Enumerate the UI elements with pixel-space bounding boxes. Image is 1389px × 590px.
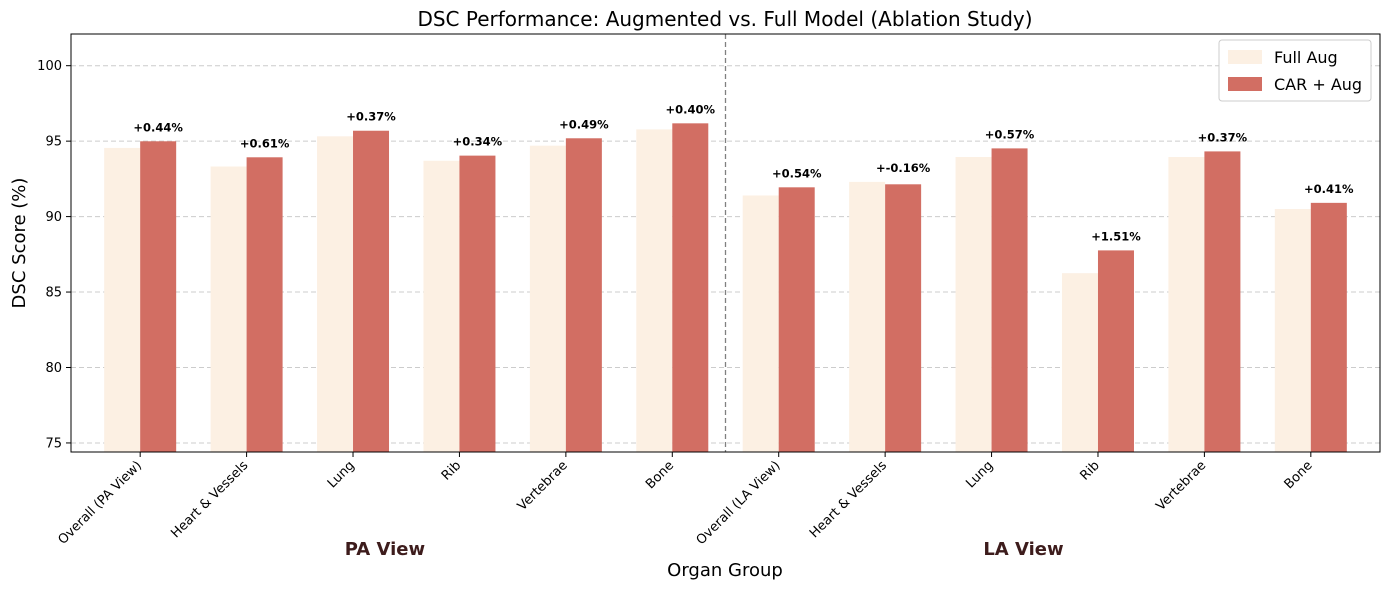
bar-full-aug: [1274, 209, 1311, 452]
bar-car-aug: [1097, 250, 1134, 452]
x-tick-label: Lung: [325, 458, 358, 491]
y-tick-label: 90: [45, 210, 62, 225]
x-tick-label: Overall (PA View): [55, 458, 145, 548]
bar-car-aug: [885, 184, 922, 452]
bar-annotation: +0.57%: [985, 127, 1035, 141]
y-tick-label: 95: [45, 135, 62, 150]
bar-annotation: +0.54%: [772, 166, 822, 180]
y-tick-label: 80: [45, 361, 62, 376]
bar-car-aug: [778, 187, 815, 453]
group-label: PA View: [345, 539, 425, 560]
bars: [104, 123, 1347, 453]
bar-annotation: +0.34%: [453, 135, 503, 149]
group-labels: PA View LA View: [345, 539, 1064, 560]
bar-annotation: +0.41%: [1304, 182, 1354, 196]
bar-car-aug: [246, 157, 283, 453]
x-tick-label: Rib: [1077, 458, 1102, 483]
x-tick-label: Vertebrae: [515, 458, 571, 514]
y-axis-label: DSC Score (%): [9, 178, 30, 309]
bar-annotation: +1.51%: [1091, 229, 1141, 243]
y-tick-label: 75: [45, 436, 62, 451]
bar-annotation: +0.49%: [559, 117, 609, 131]
bar-full-aug: [529, 145, 566, 452]
bar-annotation: +0.44%: [133, 120, 183, 134]
y-tick-label: 100: [37, 59, 62, 74]
bar-car-aug: [565, 138, 602, 452]
bar-annotations: +0.44% +0.61% +0.37% +0.34% +0.49% +0.40% +0.5…: [133, 102, 1354, 243]
bar-annotation: +0.37%: [1198, 130, 1248, 144]
plot-frame: [70, 33, 1381, 453]
bar-full-aug: [1061, 273, 1098, 452]
x-tick-label: Heart & Vessels: [168, 458, 251, 541]
bar-full-aug: [104, 147, 141, 453]
x-tick-label: Overall (LA View): [694, 458, 784, 548]
bar-annotation: +-0.16%: [876, 161, 931, 175]
bar-car-aug: [353, 130, 390, 452]
x-tick-label: Bone: [643, 458, 677, 492]
bar-full-aug: [210, 166, 247, 452]
bar-annotation: +0.40%: [666, 102, 716, 116]
bar-full-aug: [849, 181, 886, 453]
x-tick-label: Bone: [1282, 458, 1316, 492]
x-tick-label: Lung: [963, 458, 996, 491]
bar-car-aug: [140, 141, 177, 453]
y-axis: 75 80 85 90 95 100: [37, 59, 71, 451]
bar-car-aug: [991, 148, 1028, 453]
bar-full-aug: [955, 156, 992, 452]
bar-full-aug: [423, 160, 460, 452]
x-tick-label: Rib: [439, 458, 464, 483]
bar-annotation: +0.37%: [346, 110, 396, 124]
grid: [71, 65, 1380, 444]
bar-full-aug: [317, 136, 354, 452]
bar-car-aug: [1310, 202, 1347, 452]
x-axis-label: Organ Group: [667, 560, 783, 581]
bar-annotation: +0.61%: [240, 136, 290, 150]
chart-title: DSC Performance: Augmented vs. Full Mode…: [417, 7, 1032, 31]
y-tick-label: 85: [45, 286, 62, 301]
legend-swatch-car-aug: [1228, 77, 1262, 91]
bar-car-aug: [672, 123, 709, 453]
group-label: LA View: [983, 539, 1063, 560]
x-tick-label: Vertebrae: [1153, 458, 1209, 514]
bar-car-aug: [1204, 151, 1241, 452]
bar-full-aug: [636, 129, 673, 452]
x-tick-label: Heart & Vessels: [807, 458, 890, 541]
legend: Full Aug CAR + Aug: [1218, 39, 1372, 102]
legend-label-car-aug: CAR + Aug: [1274, 75, 1362, 94]
legend-label-full-aug: Full Aug: [1274, 48, 1338, 67]
bar-full-aug: [1168, 156, 1205, 452]
bar-full-aug: [742, 195, 779, 452]
legend-swatch-full-aug: [1228, 50, 1262, 64]
x-axis: Overall (PA View) Heart & Vessels Lung Rib V…: [55, 452, 1316, 548]
bar-car-aug: [459, 155, 496, 452]
